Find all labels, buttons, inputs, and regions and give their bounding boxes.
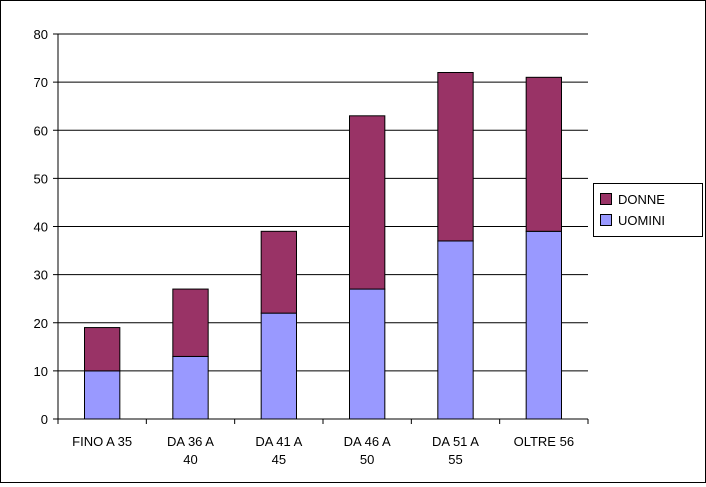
x-tick-label: DA 41 A [255, 434, 302, 449]
y-tick-label: 20 [34, 316, 48, 331]
x-tick-label: DA 36 A [167, 434, 214, 449]
bar-segment-uomini-0 [84, 370, 121, 420]
legend-label-uomini: UOMINI [618, 212, 665, 228]
y-tick-label: 50 [34, 171, 48, 186]
bar-segment-uomini-3 [349, 288, 386, 420]
x-tick-label: 40 [183, 452, 197, 467]
legend-swatch-uomini [600, 214, 612, 226]
y-tick-label: 70 [34, 75, 48, 90]
y-tick-label: 30 [34, 268, 48, 283]
bar-segment-uomini-5 [525, 230, 563, 420]
bar-segment-uomini-4 [437, 240, 474, 420]
bar-segment-uomini-2 [260, 312, 297, 420]
bar-segment-donne-2 [260, 230, 297, 314]
x-tick-label: DA 51 A [432, 434, 479, 449]
legend-item-donne: DONNE [600, 190, 665, 208]
x-tick-label: FINO A 35 [72, 434, 132, 449]
y-tick-label: 10 [34, 364, 48, 379]
y-tick-label: 40 [34, 220, 48, 235]
bar-segment-donne-3 [349, 115, 386, 290]
legend-swatch-donne [600, 193, 612, 205]
x-tick-label: DA 46 A [344, 434, 391, 449]
x-tick-label: 55 [448, 452, 462, 467]
y-tick-label: 0 [41, 412, 48, 427]
y-tick-label: 60 [34, 123, 48, 138]
y-tick-label: 80 [34, 27, 48, 42]
x-tick-label: 45 [272, 452, 286, 467]
legend-label-donne: DONNE [618, 191, 665, 207]
bar-segment-donne-1 [172, 288, 209, 357]
chart-legend: DONNE UOMINI [593, 183, 703, 237]
x-tick-label: OLTRE 56 [514, 434, 574, 449]
bar-segment-donne-4 [437, 72, 474, 242]
bar-segment-donne-5 [525, 76, 563, 232]
x-tick-label: 50 [360, 452, 374, 467]
bar-segment-uomini-1 [172, 355, 209, 420]
legend-item-uomini: UOMINI [600, 211, 665, 229]
bar-segment-donne-0 [84, 327, 121, 372]
